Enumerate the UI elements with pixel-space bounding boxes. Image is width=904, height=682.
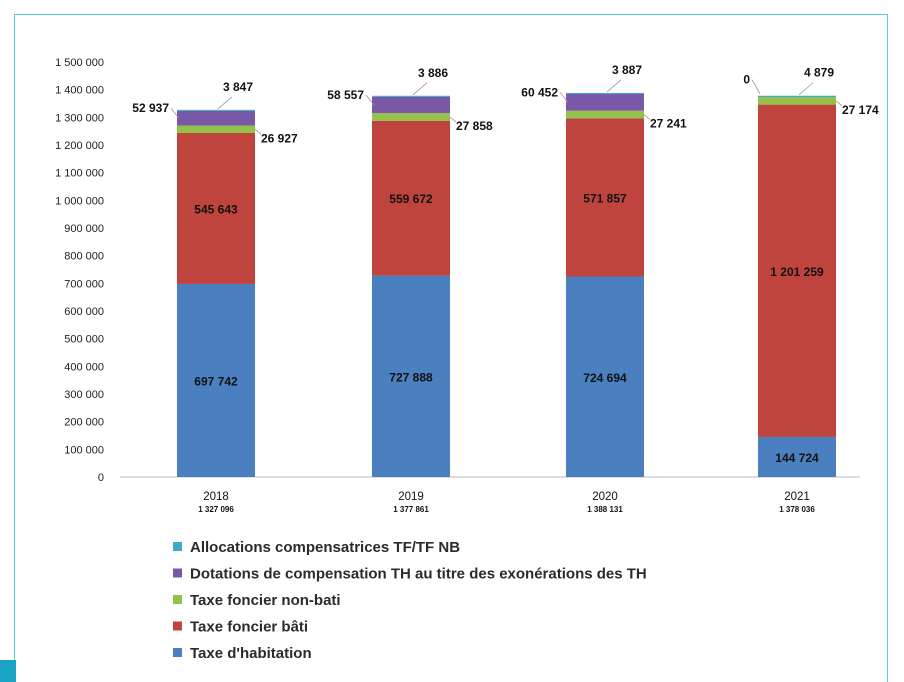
legend-swatch [173, 648, 182, 657]
y-tick-label: 600 000 [64, 306, 104, 318]
bar-data-label: 4 879 [804, 66, 834, 80]
leader-line [798, 82, 814, 96]
y-tick-label: 800 000 [64, 251, 104, 263]
bar-segment [177, 109, 255, 111]
y-tick-label: 1 000 000 [55, 195, 104, 207]
bar-segment [566, 110, 644, 119]
x-axis-categories: 2018 1 327 096 2019 1 377 861 2020 1 388 131 2… [198, 491, 815, 514]
bar-segment [566, 276, 644, 477]
leader-line [254, 128, 262, 135]
bar-segment [372, 113, 450, 121]
data-labels: 697 742 545 643 727 888 559 672 724 694 571 8… [132, 63, 879, 465]
legend-swatch [173, 595, 182, 604]
bar-data-label: 3 847 [223, 80, 253, 94]
bar-data-label: 27 174 [842, 103, 879, 117]
bar-segment [566, 118, 644, 277]
bar-data-label: 545 643 [194, 202, 238, 216]
x-category-label: 2021 [784, 491, 810, 503]
bar-data-label: 3 887 [612, 63, 642, 77]
legend-swatch [173, 568, 182, 578]
y-tick-label: 400 000 [64, 361, 104, 373]
x-category-label: 2019 [398, 491, 424, 503]
bar-segment [372, 95, 450, 97]
y-tick-label: 1 300 000 [55, 112, 104, 124]
bar-data-label: 144 724 [775, 451, 819, 465]
bar-data-label: 52 937 [132, 101, 169, 115]
x-category-total: 1 327 096 [198, 505, 234, 514]
leader-line [412, 82, 428, 96]
y-tick-label: 1 500 000 [55, 57, 104, 69]
bar-segment [372, 275, 450, 477]
y-tick-label: 1 400 000 [55, 85, 104, 97]
y-axis: 0 100 000 200 000 300 000 400 000 500 000 600 … [55, 57, 860, 484]
bar-segment [758, 95, 836, 98]
x-category-total: 1 377 861 [393, 505, 429, 514]
legend-label: Taxe foncier non-bati [190, 592, 341, 609]
y-tick-label: 700 000 [64, 278, 104, 290]
bar-data-label: 727 888 [389, 370, 433, 384]
legend-label: Taxe d'habitation [190, 645, 312, 662]
bar-data-label: 1 201 259 [770, 265, 824, 279]
bar-data-label: 60 452 [521, 85, 558, 99]
bar-segment [372, 120, 450, 276]
y-tick-label: 1 200 000 [55, 140, 104, 152]
bars [177, 92, 836, 477]
legend-label: Taxe foncier bâti [190, 619, 308, 636]
leader-line [606, 79, 622, 93]
bar-segment [566, 94, 644, 111]
bar-data-label: 571 857 [583, 191, 627, 205]
leader-line [217, 96, 233, 110]
x-category-total: 1 388 131 [587, 505, 623, 514]
bar-data-label: 27 241 [650, 117, 687, 131]
y-tick-label: 0 [98, 472, 104, 484]
y-tick-label: 100 000 [64, 444, 104, 456]
x-category-total: 1 378 036 [779, 505, 815, 514]
leader-line [170, 107, 180, 119]
bar-data-label: 27 858 [456, 119, 493, 133]
bar-segment [566, 92, 644, 95]
x-category-label: 2018 [203, 491, 229, 503]
bar-data-label: 58 557 [327, 88, 364, 102]
legend: Allocations compensatrices TF/TF NB Dotat… [173, 539, 647, 662]
leader-line [835, 100, 843, 107]
corner-accent [0, 660, 16, 682]
y-tick-label: 300 000 [64, 389, 104, 401]
leader-line [643, 114, 651, 120]
leader-line [449, 116, 457, 123]
y-tick-label: 900 000 [64, 223, 104, 235]
bar-segment [177, 125, 255, 133]
y-tick-label: 200 000 [64, 417, 104, 429]
chart-frame [14, 14, 888, 682]
bar-data-label: 0 [743, 73, 750, 87]
bar-segment [758, 104, 836, 437]
bar-segment [758, 97, 836, 105]
bar-segment [177, 283, 255, 477]
bar-data-label: 724 694 [583, 371, 627, 385]
legend-label: Dotations de compensation TH au titre de… [190, 566, 647, 583]
bar-data-label: 559 672 [389, 192, 433, 206]
bar-segment [758, 436, 836, 477]
bar-data-label: 26 927 [261, 131, 298, 145]
legend-label: Allocations compensatrices TF/TF NB [190, 539, 460, 556]
bar-segment [177, 110, 255, 126]
bar-segment [372, 96, 450, 114]
x-category-label: 2020 [592, 491, 618, 503]
leader-line [365, 94, 375, 106]
bar-data-label: 697 742 [194, 374, 238, 388]
bar-data-label: 3 886 [418, 66, 448, 80]
bar-segment [177, 132, 255, 284]
leader-line [751, 79, 761, 94]
y-tick-label: 500 000 [64, 334, 104, 346]
legend-swatch [173, 621, 182, 631]
leader-line [559, 92, 569, 103]
y-tick-label: 1 100 000 [55, 168, 104, 180]
legend-swatch [173, 542, 182, 551]
